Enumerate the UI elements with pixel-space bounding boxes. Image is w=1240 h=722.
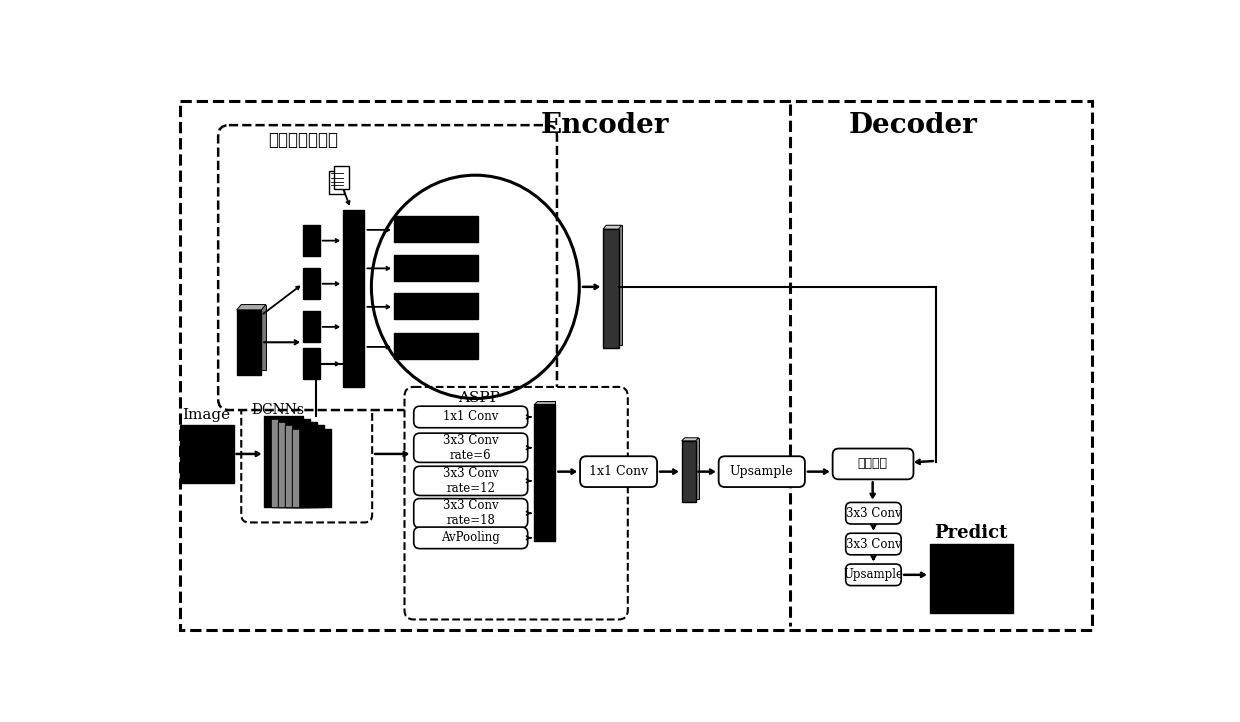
Text: 特征融合: 特征融合 — [858, 458, 888, 471]
FancyBboxPatch shape — [846, 503, 901, 524]
Bar — [242, 305, 265, 370]
Bar — [285, 425, 293, 507]
Text: 3x3 Conv
rate=6: 3x3 Conv rate=6 — [443, 434, 498, 462]
Bar — [394, 333, 479, 360]
FancyBboxPatch shape — [404, 387, 627, 619]
Bar — [303, 311, 320, 342]
Bar — [606, 225, 621, 344]
Bar — [264, 416, 303, 507]
Text: 1x1 Conv: 1x1 Conv — [589, 465, 649, 478]
Bar — [293, 429, 331, 507]
FancyBboxPatch shape — [414, 466, 528, 495]
Polygon shape — [237, 305, 265, 310]
Bar — [303, 349, 320, 379]
Text: 3x3 Conv: 3x3 Conv — [846, 507, 901, 520]
Bar — [682, 441, 696, 503]
Text: Decoder: Decoder — [848, 112, 977, 139]
Bar — [303, 225, 320, 256]
FancyBboxPatch shape — [414, 433, 528, 462]
Text: 3x3 Conv
rate=18: 3x3 Conv rate=18 — [443, 499, 498, 527]
Bar — [394, 254, 479, 281]
Bar — [278, 422, 285, 507]
Text: 3x3 Conv
rate=12: 3x3 Conv rate=12 — [443, 467, 498, 495]
FancyBboxPatch shape — [846, 534, 901, 554]
Text: AvPooling: AvPooling — [441, 531, 500, 544]
Bar — [394, 293, 479, 319]
FancyBboxPatch shape — [242, 401, 372, 523]
Polygon shape — [534, 401, 556, 404]
FancyBboxPatch shape — [719, 456, 805, 487]
Bar — [293, 429, 299, 507]
Text: 1x1 Conv: 1x1 Conv — [443, 411, 498, 424]
FancyBboxPatch shape — [414, 527, 528, 549]
Polygon shape — [603, 225, 621, 229]
FancyBboxPatch shape — [832, 448, 914, 479]
Polygon shape — [682, 438, 698, 441]
Text: 3x3 Conv: 3x3 Conv — [846, 537, 901, 550]
Text: ASPP: ASPP — [459, 391, 500, 406]
Text: 特征图切分模块: 特征图切分模块 — [268, 132, 337, 149]
Bar — [603, 229, 619, 349]
Text: Predict: Predict — [935, 524, 1008, 542]
Bar — [180, 425, 233, 483]
FancyBboxPatch shape — [414, 406, 528, 427]
Text: Encoder: Encoder — [541, 112, 668, 139]
Bar — [684, 438, 698, 500]
Text: DCNNs: DCNNs — [250, 403, 304, 417]
Bar — [303, 269, 320, 299]
FancyBboxPatch shape — [414, 499, 528, 528]
Bar — [537, 401, 556, 538]
Text: Image: Image — [182, 408, 231, 422]
Bar — [237, 310, 262, 375]
Text: Upsample: Upsample — [843, 568, 904, 581]
Bar — [343, 210, 365, 387]
Bar — [272, 419, 278, 507]
FancyBboxPatch shape — [218, 125, 557, 410]
Bar — [930, 544, 1013, 613]
Bar — [272, 419, 310, 507]
Bar — [278, 422, 316, 507]
Bar — [329, 171, 345, 194]
Text: Upsample: Upsample — [730, 465, 794, 478]
Bar — [534, 404, 556, 541]
Bar — [285, 425, 324, 507]
Bar — [394, 216, 479, 242]
FancyBboxPatch shape — [846, 564, 901, 586]
FancyBboxPatch shape — [580, 456, 657, 487]
Bar — [334, 166, 350, 189]
